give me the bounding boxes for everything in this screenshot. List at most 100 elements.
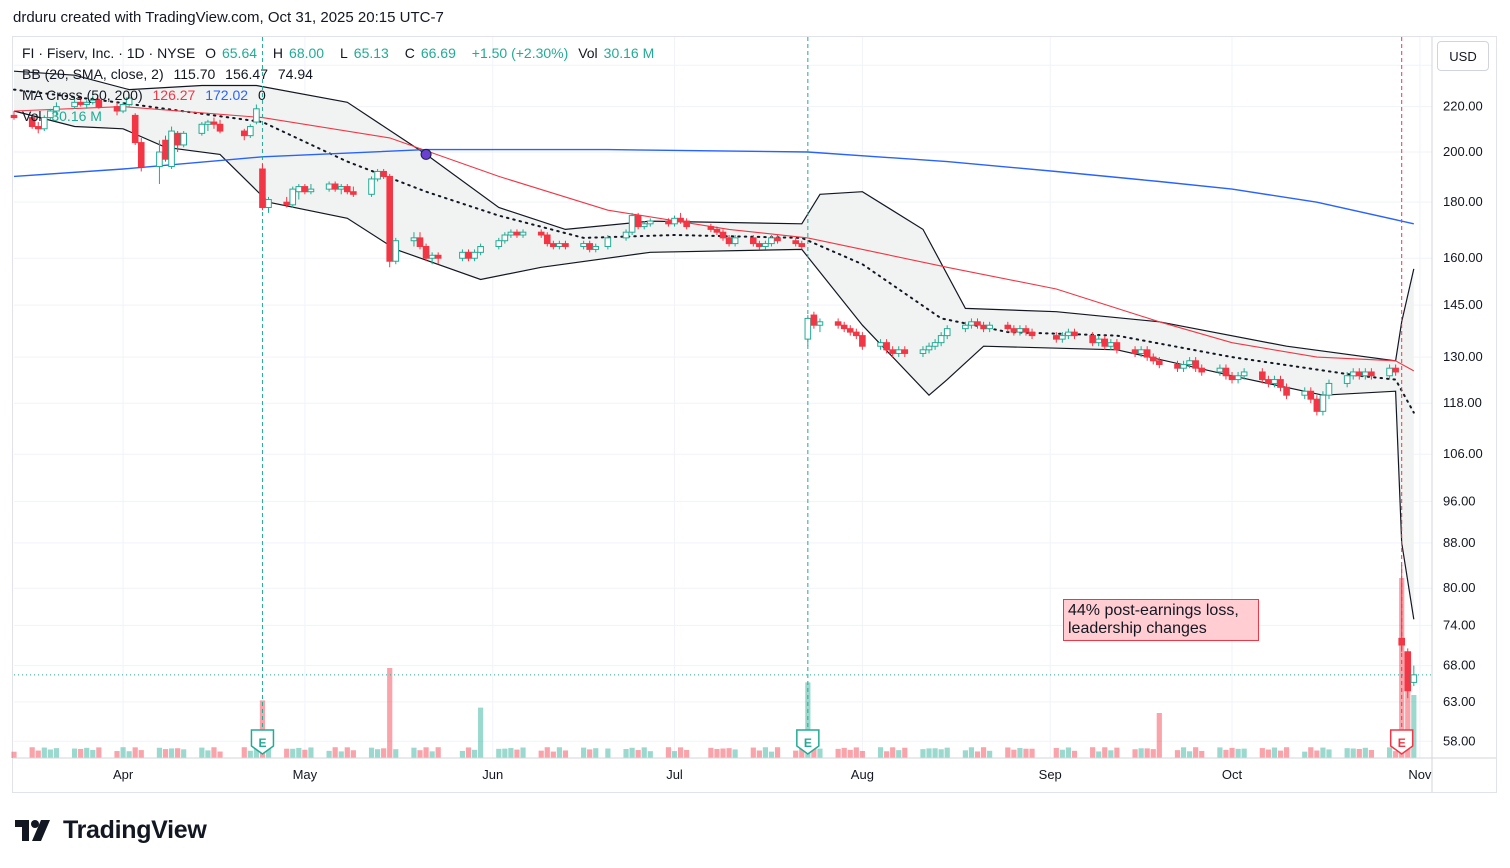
- ma-zero-value: 0: [257, 87, 266, 103]
- candle-down: [810, 314, 818, 326]
- volume-bar: [338, 751, 344, 758]
- bb-basis-line: [13, 88, 1415, 414]
- tradingview-logo-icon: [15, 819, 50, 841]
- candle-down: [1071, 331, 1078, 337]
- candle-up: [962, 324, 969, 330]
- candle-up: [1319, 394, 1327, 412]
- volume-bar: [1277, 750, 1284, 758]
- volume-bar: [326, 750, 332, 758]
- volume-bar: [471, 749, 478, 758]
- volume-bar: [84, 747, 90, 758]
- volume-bar: [1320, 747, 1326, 758]
- y-tick-label: 180.00: [1443, 194, 1483, 209]
- legend-row-bb[interactable]: BB (20, SMA, close, 2) 115.70 156.47 74.…: [22, 66, 319, 82]
- y-tick-label: 160.00: [1443, 250, 1483, 265]
- candle-up: [1271, 379, 1278, 384]
- volume-bar: [1108, 750, 1114, 758]
- candle-up: [119, 103, 127, 112]
- volume-bar: [793, 750, 799, 758]
- volume-bar: [199, 747, 205, 758]
- candle-up: [1325, 382, 1333, 396]
- legend-row-ma[interactable]: MA Cross (50, 200) 126.27 172.02 0: [22, 87, 272, 103]
- volume-bar: [1259, 748, 1265, 758]
- candle-down: [1398, 637, 1406, 646]
- candle-down: [1283, 386, 1290, 396]
- volume-bar: [932, 748, 938, 758]
- volume-bar: [550, 751, 556, 758]
- candle-up: [156, 151, 163, 168]
- volume-bar: [538, 750, 544, 758]
- volume-bar: [381, 748, 387, 758]
- volume-bar: [890, 747, 896, 758]
- volume-bar: [1326, 749, 1332, 758]
- candle-down: [1198, 367, 1206, 373]
- candle-down: [1192, 360, 1199, 369]
- candle-down: [901, 349, 909, 354]
- volume-bar: [926, 748, 932, 758]
- candle-down: [677, 217, 684, 222]
- tradingview-logo[interactable]: TradingView: [15, 816, 207, 845]
- bb-upper-value: 156.47: [225, 66, 268, 82]
- volume-bar: [1241, 748, 1247, 758]
- volume-bar: [520, 747, 526, 758]
- y-tick-label: 63.00: [1443, 694, 1476, 709]
- candle-up: [253, 108, 260, 123]
- symbol-label: FI · Fiserv, Inc. · 1D · NYSE: [22, 45, 196, 61]
- candle-up: [368, 178, 375, 195]
- candle-up: [477, 245, 484, 253]
- ohlc-high: H 68.00: [272, 45, 325, 61]
- candle-down: [162, 139, 169, 160]
- candle-down: [416, 237, 424, 247]
- volume-bar: [374, 749, 381, 758]
- candle-down: [301, 186, 309, 193]
- currency-button[interactable]: USD: [1437, 41, 1489, 71]
- volume-bar: [732, 749, 738, 758]
- candle-down: [774, 237, 781, 242]
- bb-label: BB (20, SMA, close, 2): [22, 66, 164, 82]
- volume-bar: [774, 747, 781, 758]
- volume-bar: [181, 749, 187, 758]
- candle-down: [792, 240, 800, 245]
- ohlc-close: C 66.69: [404, 45, 456, 61]
- candle-up: [295, 186, 303, 193]
- volume-bar: [393, 749, 399, 758]
- volume-bar: [96, 747, 102, 758]
- volume-bar: [1096, 751, 1102, 758]
- candle-down: [1022, 328, 1030, 333]
- candle-down: [174, 132, 181, 146]
- volume-bar: [1362, 747, 1368, 758]
- candle-up: [289, 188, 297, 206]
- candle-up: [931, 342, 939, 347]
- volume-bar: [496, 748, 502, 758]
- candle-down: [513, 231, 521, 236]
- volume-bar: [720, 748, 726, 758]
- candle-down: [889, 349, 896, 354]
- candle-down: [1404, 651, 1412, 692]
- y-tick-label: 68.00: [1443, 658, 1476, 673]
- candle-up: [968, 321, 975, 326]
- candle-down: [1004, 324, 1012, 330]
- candle-down: [216, 123, 224, 132]
- volume-bar: [138, 750, 144, 758]
- volume-bar: [635, 750, 641, 758]
- volume-bar: [665, 747, 672, 758]
- candle-down: [28, 117, 36, 128]
- legend-row-volume[interactable]: Vol 30.16 M: [22, 108, 108, 124]
- volume-bar: [71, 748, 78, 758]
- candle-up: [1059, 335, 1066, 340]
- candle-down: [537, 231, 545, 236]
- volume-bar: [411, 747, 417, 758]
- bb-lower-value: 74.94: [277, 66, 313, 82]
- volume-bar: [896, 750, 902, 758]
- volume-bar: [1368, 749, 1375, 758]
- volume-bar: [799, 747, 805, 758]
- earnings-badge: [1389, 729, 1414, 755]
- candle-up: [47, 110, 54, 119]
- candle-up: [1137, 349, 1145, 354]
- volume-bar: [162, 749, 169, 758]
- chart-pane[interactable]: [12, 36, 1497, 793]
- volume-bar: [1059, 749, 1065, 758]
- candles: [10, 93, 1418, 699]
- candle-down: [713, 228, 721, 233]
